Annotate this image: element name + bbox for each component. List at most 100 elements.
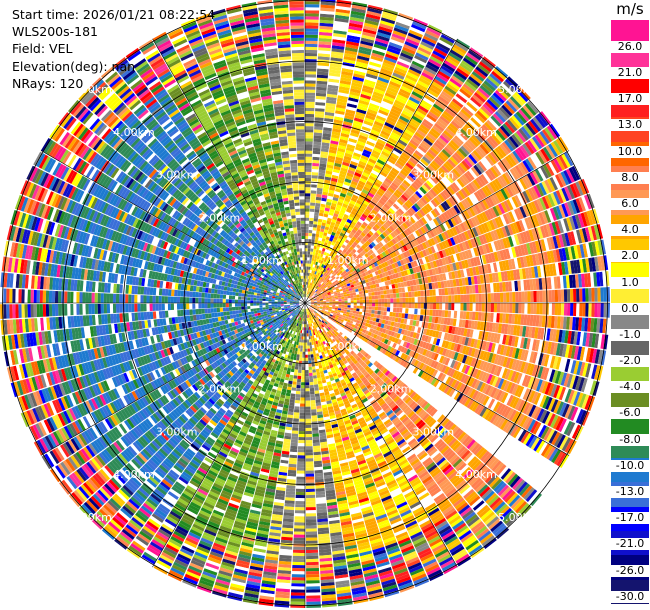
velocity-gate	[319, 22, 334, 27]
velocity-gate	[335, 306, 339, 309]
velocity-gate	[310, 248, 314, 252]
velocity-gate	[315, 105, 325, 109]
velocity-gate	[305, 113, 315, 118]
velocity-gate	[344, 298, 348, 301]
velocity-gate	[432, 309, 436, 317]
velocity-gate	[305, 7, 320, 11]
velocity-gate	[341, 298, 345, 301]
velocity-gate	[316, 74, 328, 79]
velocity-gate	[357, 183, 365, 189]
velocity-gate	[352, 155, 361, 161]
velocity-gate	[316, 77, 328, 82]
velocity-gate	[305, 49, 318, 54]
velocity-gate	[385, 119, 396, 126]
velocity-gate	[387, 86, 399, 94]
velocity-gate	[305, 184, 311, 188]
velocity-gate	[436, 296, 440, 303]
velocity-gate	[305, 257, 308, 261]
velocity-gate	[305, 40, 318, 45]
velocity-gate	[350, 295, 354, 298]
velocity-gate	[362, 85, 374, 91]
velocity-gate	[326, 99, 337, 104]
velocity-gate	[310, 282, 313, 286]
velocity-gate	[344, 307, 348, 310]
velocity-gate	[429, 289, 433, 296]
velocity-gate	[441, 310, 446, 318]
velocity-gate	[357, 55, 370, 62]
velocity-gate	[403, 43, 417, 52]
velocity-gate	[331, 51, 344, 56]
velocity-gate	[319, 231, 324, 236]
velocity-gate	[355, 143, 365, 149]
velocity-gate	[321, 250, 325, 255]
velocity-gate	[317, 218, 323, 223]
velocity-gate	[451, 303, 455, 311]
velocity-gate	[313, 221, 318, 225]
velocity-gate	[363, 82, 375, 89]
velocity-gate	[362, 149, 372, 156]
velocity-gate	[314, 271, 317, 275]
velocity-gate	[343, 121, 353, 126]
velocity-gate	[337, 227, 343, 233]
velocity-gate	[321, 194, 328, 199]
velocity-gate	[390, 307, 394, 312]
velocity-gate	[358, 160, 367, 167]
velocity-gate	[328, 152, 337, 157]
velocity-gate	[360, 37, 375, 44]
velocity-gate	[346, 103, 358, 109]
velocity-gate	[373, 120, 384, 128]
velocity-gate	[554, 303, 559, 316]
velocity-gate	[350, 160, 358, 167]
velocity-gate	[319, 266, 323, 271]
velocity-gate	[315, 249, 319, 253]
velocity-gate	[381, 303, 385, 307]
velocity-gate	[358, 180, 366, 186]
velocity-gate	[579, 303, 583, 317]
velocity-gate	[370, 152, 380, 159]
velocity-gate	[307, 294, 309, 298]
velocity-gate	[305, 177, 311, 182]
velocity-gate	[326, 243, 331, 248]
velocity-gate	[333, 194, 340, 199]
velocity-gate	[308, 266, 311, 270]
velocity-gate	[518, 303, 522, 314]
velocity-gate	[305, 217, 310, 221]
velocity-gate	[337, 95, 348, 100]
velocity-gate	[313, 280, 316, 284]
velocity-gate	[457, 303, 461, 311]
velocity-gate	[506, 303, 510, 313]
velocity-gate	[343, 181, 351, 187]
velocity-gate	[328, 78, 340, 83]
velocity-gate	[305, 248, 308, 252]
velocity-gate	[305, 31, 319, 35]
velocity-gate	[465, 285, 470, 294]
velocity-gate	[551, 289, 556, 302]
velocity-gate	[338, 299, 342, 302]
velocity-gate	[360, 93, 372, 100]
velocity-gate	[332, 304, 336, 307]
velocity-gate	[475, 293, 479, 303]
velocity-gate	[309, 220, 314, 225]
velocity-gate	[343, 294, 348, 297]
velocity-gate	[344, 303, 348, 306]
velocity-gate	[312, 251, 316, 256]
velocity-gate	[521, 291, 525, 303]
velocity-gate	[306, 275, 308, 279]
velocity-gate	[401, 49, 415, 58]
velocity-gate	[323, 213, 329, 218]
velocity-gate	[353, 300, 357, 303]
velocity-gate	[305, 22, 319, 26]
velocity-gate	[378, 73, 391, 81]
velocity-gate	[313, 147, 321, 152]
velocity-gate	[358, 99, 370, 106]
velocity-gate	[335, 299, 339, 302]
velocity-gate	[386, 294, 391, 299]
velocity-gate	[305, 123, 314, 127]
velocity-gate	[311, 286, 314, 290]
velocity-gate	[359, 43, 373, 50]
velocity-gate	[368, 105, 379, 112]
velocity-gate	[305, 272, 307, 276]
velocity-gate	[322, 133, 331, 138]
velocity-gate	[591, 287, 595, 302]
velocity-gate	[328, 240, 332, 245]
